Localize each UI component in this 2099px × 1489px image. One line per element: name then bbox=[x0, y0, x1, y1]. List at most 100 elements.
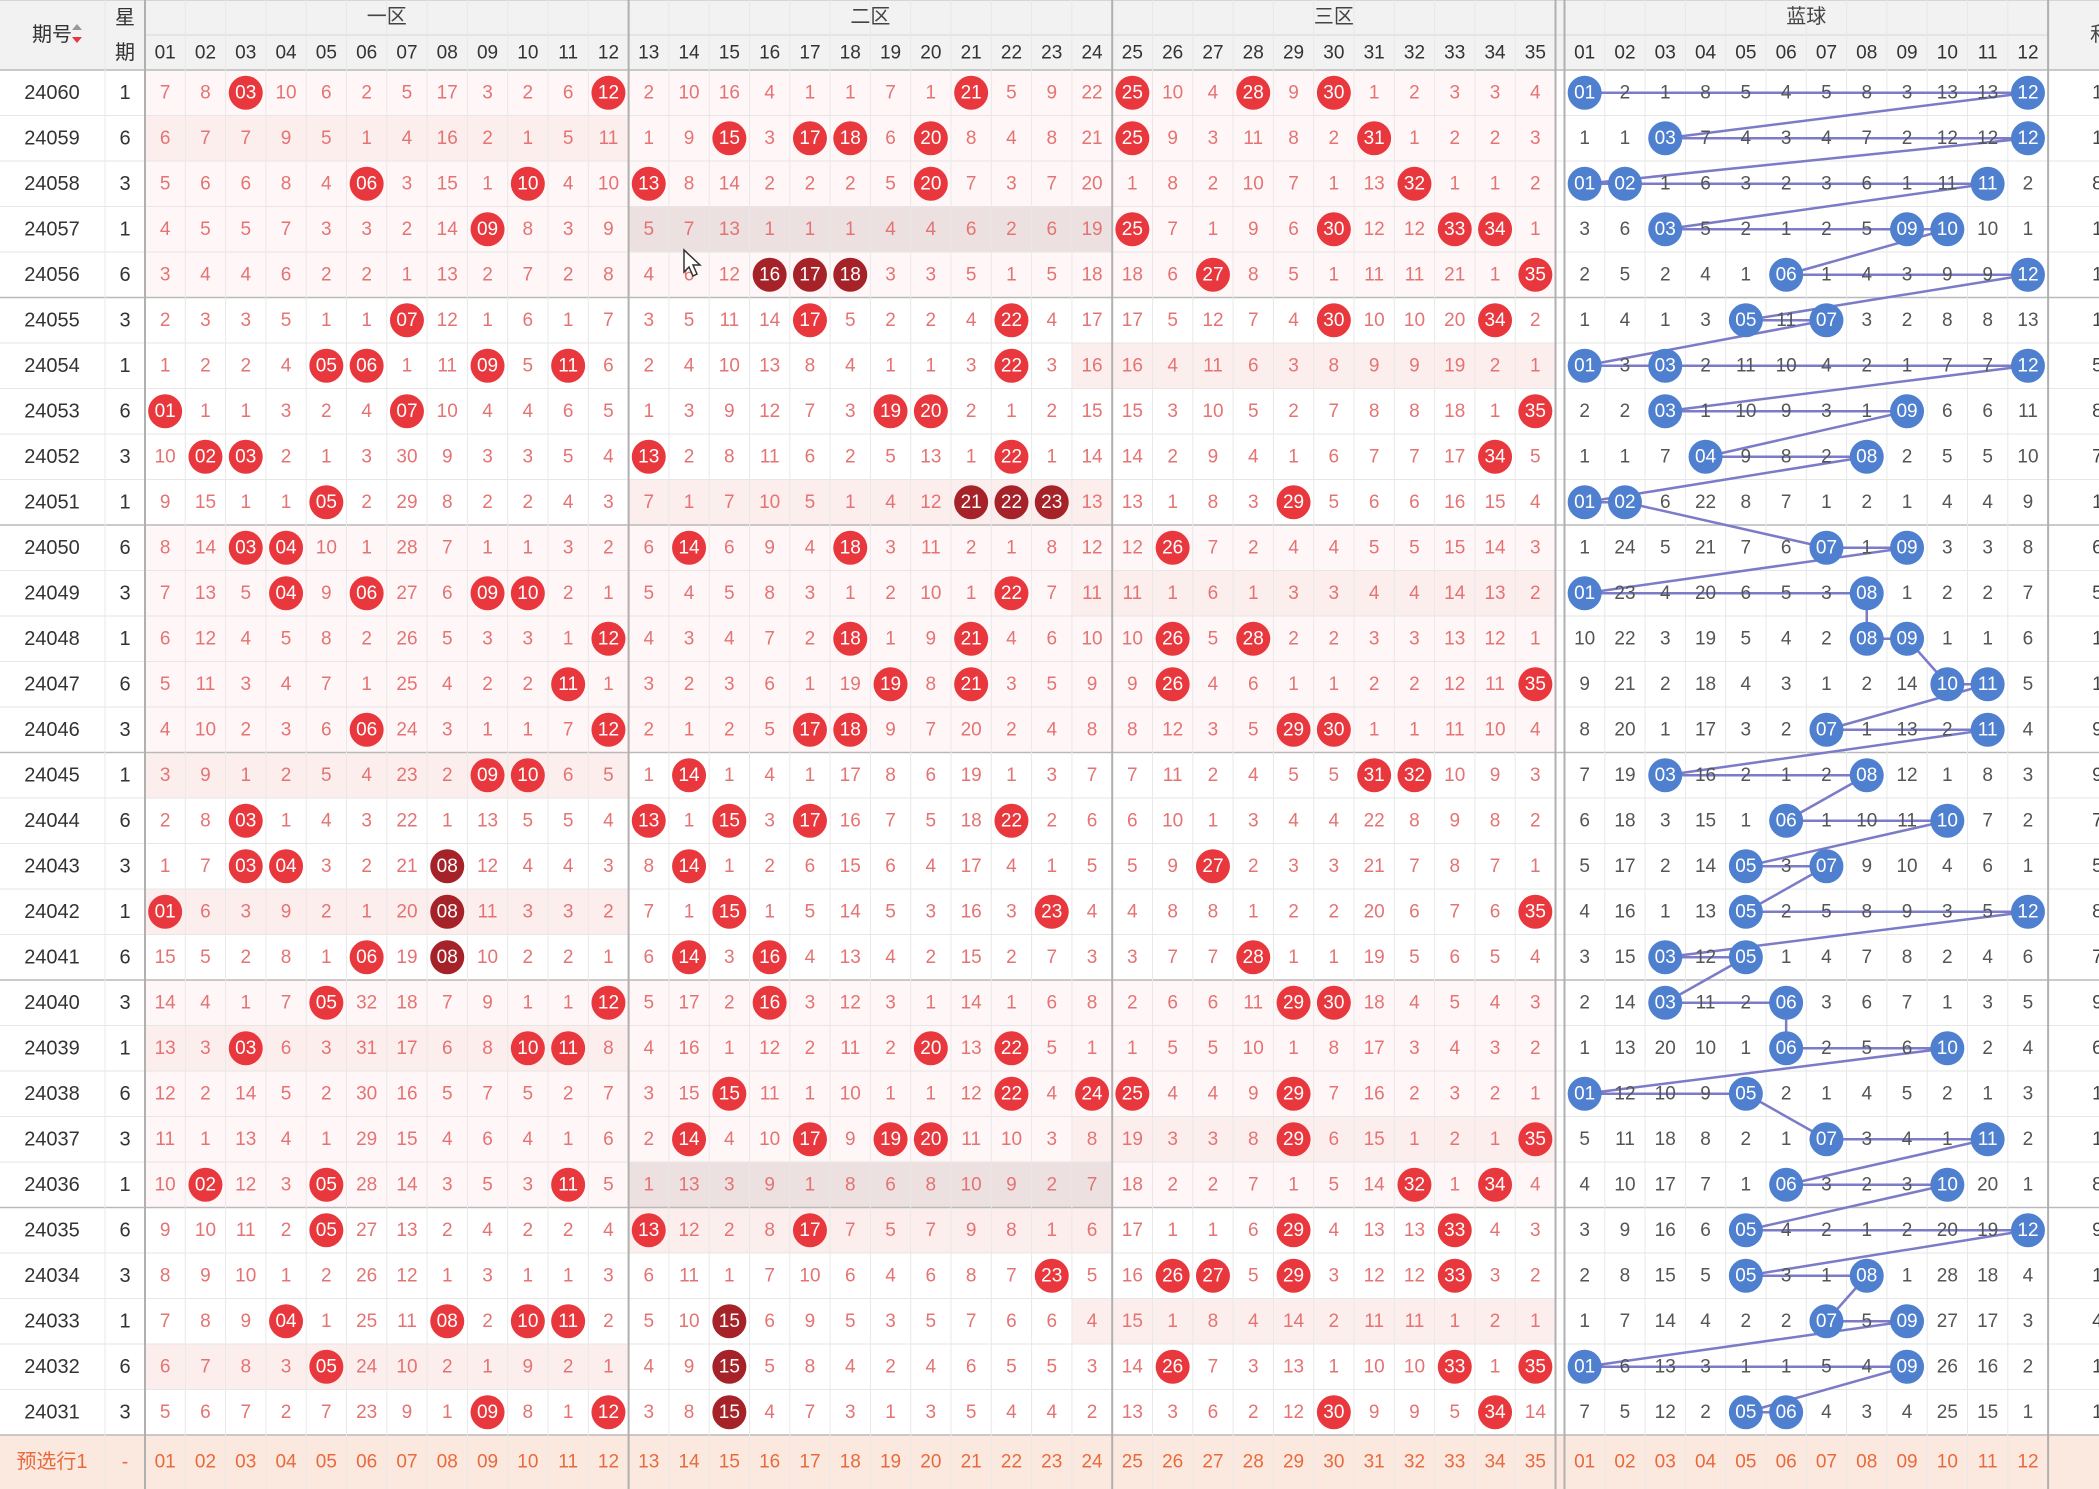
red-miss-count: 10 bbox=[840, 1083, 861, 1104]
red-miss-count: 6 bbox=[845, 1265, 856, 1286]
red-miss-count: 2 bbox=[966, 537, 977, 558]
blue-ball-number: 07 bbox=[1816, 537, 1837, 558]
blue-miss-count: 4 bbox=[1620, 310, 1631, 331]
blue-miss-count: 15 bbox=[1977, 1402, 1998, 1423]
red-miss-count: 4 bbox=[1288, 310, 1299, 331]
red-miss-count: 18 bbox=[1364, 992, 1385, 1013]
red-miss-count: 11 bbox=[1243, 128, 1263, 149]
red-miss-count: 1 bbox=[1006, 401, 1017, 422]
red-miss-count: 4 bbox=[926, 219, 937, 240]
week-value: 1 bbox=[119, 628, 130, 650]
week-value: 6 bbox=[119, 1083, 130, 1105]
red-miss-count: 3 bbox=[885, 264, 896, 285]
red-miss-count: 10 bbox=[1364, 310, 1385, 331]
blue-miss-count: 1 bbox=[1741, 264, 1752, 285]
red-miss-count: 11 bbox=[1082, 583, 1102, 604]
sum-value: 105 bbox=[2092, 628, 2099, 649]
blue-miss-count: 1 bbox=[1982, 628, 1993, 649]
red-miss-count: 29 bbox=[356, 1129, 377, 1150]
red-miss-count: 1 bbox=[684, 810, 695, 831]
red-miss-count: 6 bbox=[603, 1129, 614, 1150]
red-miss-count: 1 bbox=[1208, 1220, 1219, 1241]
red-column-header: 05 bbox=[316, 43, 337, 64]
preselect-red-number: 30 bbox=[1323, 1452, 1344, 1473]
red-miss-count: 5 bbox=[482, 1174, 493, 1195]
red-miss-count: 9 bbox=[482, 992, 493, 1013]
red-ball-number: 15 bbox=[719, 901, 740, 922]
red-miss-count: 2 bbox=[764, 173, 775, 194]
blue-miss-count: 12 bbox=[1614, 1083, 1635, 1104]
red-miss-count: 3 bbox=[160, 264, 171, 285]
blue-ball-number: 10 bbox=[1937, 219, 1958, 240]
blue-trend-line bbox=[1584, 1320, 1908, 1368]
blue-miss-count: 6 bbox=[2023, 947, 2034, 968]
preselect-red-number: 18 bbox=[840, 1452, 861, 1473]
red-miss-count: 4 bbox=[1530, 1174, 1541, 1195]
red-ball-number: 31 bbox=[1364, 765, 1385, 786]
red-column-header: 32 bbox=[1404, 43, 1425, 64]
red-miss-count: 9 bbox=[523, 1356, 534, 1377]
red-miss-count: 3 bbox=[321, 856, 332, 877]
red-miss-count: 1 bbox=[885, 1402, 896, 1423]
sum-value: 110 bbox=[2092, 310, 2099, 331]
red-miss-count: 2 bbox=[1409, 1083, 1420, 1104]
red-miss-count: 4 bbox=[885, 947, 896, 968]
red-ball bbox=[470, 348, 505, 383]
red-ball bbox=[349, 576, 384, 611]
red-miss-count: 11 bbox=[196, 674, 216, 695]
blue-miss-count: 1 bbox=[1741, 1174, 1752, 1195]
red-miss-count: 1 bbox=[724, 856, 735, 877]
red-miss-count: 3 bbox=[1087, 947, 1098, 968]
red-ball bbox=[430, 940, 465, 975]
red-miss-count: 6 bbox=[321, 82, 332, 103]
week-value: 3 bbox=[119, 992, 130, 1014]
red-miss-count: 7 bbox=[1087, 765, 1098, 786]
red-miss-count: 3 bbox=[764, 810, 775, 831]
sort-up-icon[interactable] bbox=[72, 24, 82, 30]
blue-column-header: 09 bbox=[1896, 43, 1917, 64]
red-miss-count: 7 bbox=[240, 1402, 251, 1423]
blue-miss-count: 5 bbox=[1579, 856, 1590, 877]
red-ball bbox=[1276, 1213, 1311, 1248]
red-miss-count: 16 bbox=[437, 128, 458, 149]
red-miss-count: 6 bbox=[764, 1311, 775, 1332]
red-miss-count: 1 bbox=[1127, 173, 1138, 194]
red-ball-number: 12 bbox=[598, 719, 619, 740]
blue-miss-count: 3 bbox=[1821, 1174, 1832, 1195]
red-miss-count: 1 bbox=[724, 1265, 735, 1286]
blue-ball-number: 05 bbox=[1735, 947, 1756, 968]
blue-miss-count: 1 bbox=[1741, 1356, 1752, 1377]
red-ball-number: 34 bbox=[1484, 446, 1506, 467]
red-miss-count: 5 bbox=[1046, 1356, 1057, 1377]
red-miss-count: 6 bbox=[563, 765, 574, 786]
red-miss-count: 8 bbox=[1369, 401, 1380, 422]
red-miss-count: 13 bbox=[1122, 492, 1143, 513]
red-miss-count: 2 bbox=[1208, 1174, 1219, 1195]
red-miss-count: 4 bbox=[240, 264, 251, 285]
preselect-red-number: 31 bbox=[1364, 1452, 1385, 1473]
red-miss-count: 6 bbox=[1167, 264, 1178, 285]
red-miss-count: 3 bbox=[885, 1311, 896, 1332]
preselect-red-number: 32 bbox=[1404, 1452, 1425, 1473]
red-ball-number: 02 bbox=[195, 446, 216, 467]
red-miss-count: 3 bbox=[200, 310, 211, 331]
red-miss-count: 5 bbox=[160, 1402, 171, 1423]
red-ball-number: 04 bbox=[275, 856, 297, 877]
red-miss-count: 2 bbox=[361, 82, 372, 103]
red-column-header: 35 bbox=[1525, 43, 1546, 64]
red-miss-count: 2 bbox=[1248, 1402, 1259, 1423]
red-ball-number: 35 bbox=[1525, 264, 1546, 285]
preselect-blue-number: 05 bbox=[1735, 1452, 1756, 1473]
red-ball bbox=[269, 849, 304, 884]
red-miss-count: 8 bbox=[160, 537, 171, 558]
red-miss-count: 22 bbox=[1081, 82, 1102, 103]
red-miss-count: 9 bbox=[764, 1174, 775, 1195]
red-miss-count: 2 bbox=[684, 446, 695, 467]
sort-down-icon[interactable] bbox=[72, 37, 82, 43]
red-miss-count: 5 bbox=[1449, 992, 1460, 1013]
red-miss-count: 6 bbox=[805, 856, 816, 877]
red-miss-count: 17 bbox=[840, 765, 861, 786]
red-ball-number: 22 bbox=[1001, 1083, 1022, 1104]
red-ball-number: 10 bbox=[517, 765, 538, 786]
red-miss-count: 7 bbox=[1046, 583, 1057, 604]
